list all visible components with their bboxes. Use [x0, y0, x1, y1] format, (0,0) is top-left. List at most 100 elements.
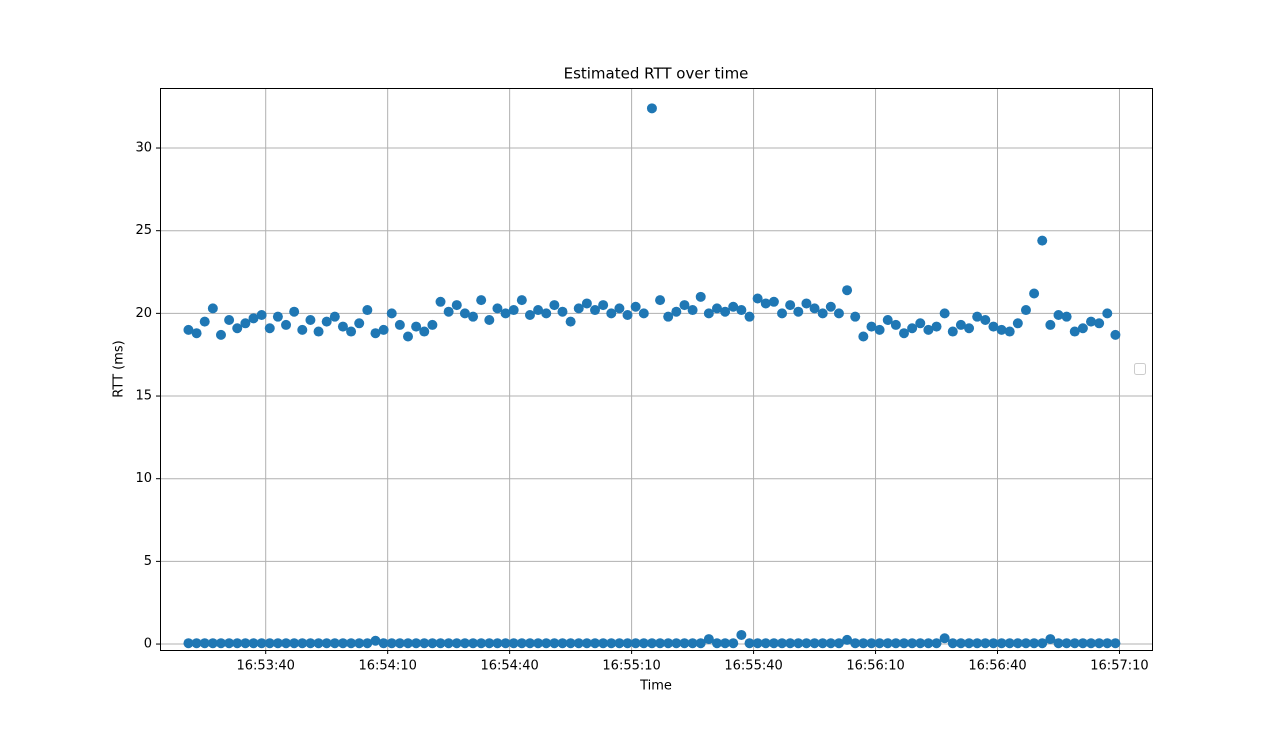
point [1053, 638, 1064, 649]
point [1069, 326, 1080, 337]
point [630, 638, 641, 649]
point [362, 638, 373, 649]
point [256, 638, 267, 649]
point [549, 300, 560, 311]
point [785, 638, 796, 649]
point [833, 308, 844, 319]
point [988, 321, 999, 332]
point [524, 310, 535, 321]
point [411, 638, 422, 649]
point [484, 638, 495, 649]
point [500, 308, 511, 319]
point [207, 638, 218, 649]
x-tick-label: 16:55:40 [724, 659, 782, 674]
point [224, 314, 235, 325]
point [915, 638, 926, 649]
point [272, 311, 283, 322]
point [248, 313, 259, 324]
point [866, 638, 877, 649]
point [899, 328, 909, 339]
point [833, 638, 844, 649]
point [337, 638, 348, 649]
point [403, 331, 413, 342]
point [1086, 638, 1097, 649]
point [573, 303, 584, 314]
point [313, 638, 324, 649]
point [890, 638, 901, 649]
point [850, 638, 861, 649]
point [980, 638, 991, 649]
point [1077, 638, 1088, 649]
point [590, 305, 601, 316]
point [947, 326, 958, 337]
point [931, 321, 942, 332]
point [256, 310, 267, 321]
point [468, 311, 479, 322]
point [573, 638, 584, 649]
point [443, 306, 454, 317]
point [606, 638, 617, 649]
point [858, 331, 869, 342]
point [329, 638, 340, 649]
point [679, 300, 690, 311]
point [882, 314, 893, 325]
point [980, 314, 991, 325]
point [614, 638, 625, 649]
point [565, 316, 576, 327]
x-axis-label: Time [639, 679, 672, 694]
y-tick-label: 10 [135, 471, 152, 486]
point [1037, 638, 1048, 649]
point [655, 295, 666, 306]
point [858, 638, 869, 649]
point [996, 324, 1007, 335]
plot-area: 0 5 10 15 20 25 30 16:53:40 16:54:10 16:54:40 16:5… [135, 88, 1152, 674]
point [1020, 305, 1031, 316]
point [947, 638, 958, 649]
point [606, 308, 617, 319]
point [248, 638, 259, 649]
point [232, 638, 243, 649]
point [655, 638, 666, 649]
point [1102, 638, 1113, 649]
point [435, 296, 446, 307]
point [785, 300, 796, 311]
point [484, 314, 495, 325]
point [541, 638, 552, 649]
point [492, 638, 503, 649]
point [630, 301, 641, 312]
point [703, 308, 714, 319]
point [386, 638, 397, 649]
point [923, 638, 934, 649]
point [752, 293, 763, 304]
point [728, 301, 739, 312]
point [394, 638, 405, 649]
point [476, 295, 487, 306]
point [972, 638, 983, 649]
point [435, 638, 446, 649]
point [923, 324, 934, 335]
point [492, 303, 503, 314]
x-tick-label: 16:56:40 [968, 659, 1026, 674]
point [1110, 638, 1121, 649]
point [760, 638, 771, 649]
point [459, 308, 470, 319]
point [362, 305, 373, 316]
point [1094, 318, 1105, 329]
point [297, 324, 308, 335]
point [882, 638, 893, 649]
chart-title: Estimated RTT over time [564, 65, 749, 83]
point [638, 638, 649, 649]
point [850, 311, 861, 322]
point [736, 629, 747, 640]
point [646, 103, 657, 114]
point [1004, 638, 1015, 649]
point [1004, 326, 1015, 337]
point [516, 638, 527, 649]
point [508, 305, 519, 316]
point [199, 638, 210, 649]
point [1110, 329, 1121, 340]
point [354, 318, 365, 329]
point [1069, 638, 1080, 649]
